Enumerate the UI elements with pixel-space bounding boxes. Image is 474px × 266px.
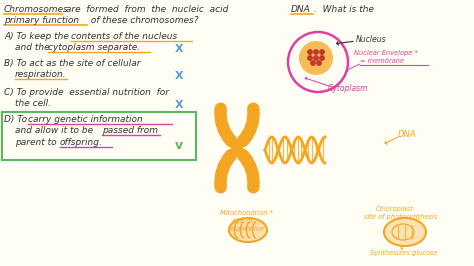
Text: C) To provide  essential nutrition  for: C) To provide essential nutrition for: [4, 88, 169, 97]
Text: parent to: parent to: [15, 138, 60, 147]
Text: are  formed  from  the  nucleic  acid: are formed from the nucleic acid: [63, 5, 231, 14]
Text: = membrane: = membrane: [360, 58, 404, 64]
Text: A) To keep the: A) To keep the: [4, 32, 72, 41]
Text: Nuclear Envelope *: Nuclear Envelope *: [354, 50, 418, 56]
Circle shape: [299, 41, 333, 75]
Text: Mitochondrion *: Mitochondrion *: [220, 210, 273, 216]
Text: site of photosynthesis: site of photosynthesis: [364, 214, 438, 220]
Text: carry genetic information: carry genetic information: [28, 115, 143, 124]
Text: Chromosomes: Chromosomes: [4, 5, 69, 14]
Text: B) To act as the site of cellular: B) To act as the site of cellular: [4, 59, 140, 68]
Text: v: v: [175, 139, 183, 152]
Text: .  What is the: . What is the: [314, 5, 374, 14]
Text: X: X: [175, 44, 183, 54]
Text: DNA: DNA: [291, 5, 311, 14]
Text: of these chromosomes?: of these chromosomes?: [88, 16, 199, 25]
Circle shape: [317, 61, 321, 65]
Text: DNA: DNA: [398, 130, 417, 139]
Ellipse shape: [384, 218, 426, 246]
Text: and allow it to be: and allow it to be: [15, 126, 96, 135]
Circle shape: [311, 61, 315, 65]
Text: X: X: [175, 100, 183, 110]
Text: primary function: primary function: [4, 16, 79, 25]
Text: cytoplasm separate.: cytoplasm separate.: [48, 43, 140, 52]
Circle shape: [320, 56, 324, 60]
Text: Chloroplast: Chloroplast: [376, 206, 414, 212]
Text: X: X: [175, 71, 183, 81]
Circle shape: [314, 50, 318, 54]
Text: Cytoplasm: Cytoplasm: [328, 84, 368, 93]
Circle shape: [320, 50, 324, 54]
Text: contents of the nucleus: contents of the nucleus: [71, 32, 177, 41]
Circle shape: [308, 50, 312, 54]
Text: Synthesizes glucose: Synthesizes glucose: [370, 250, 438, 256]
Text: respiration.: respiration.: [15, 70, 67, 79]
Text: the cell.: the cell.: [15, 99, 51, 108]
Text: and the: and the: [15, 43, 53, 52]
Circle shape: [314, 56, 318, 60]
Text: Nucleus: Nucleus: [356, 35, 387, 44]
Circle shape: [308, 56, 312, 60]
Text: site of: site of: [232, 218, 253, 224]
Ellipse shape: [229, 218, 267, 242]
Text: respiration: respiration: [229, 226, 265, 232]
Text: passed from: passed from: [102, 126, 158, 135]
Text: offspring.: offspring.: [60, 138, 103, 147]
Text: D) To: D) To: [4, 115, 33, 124]
